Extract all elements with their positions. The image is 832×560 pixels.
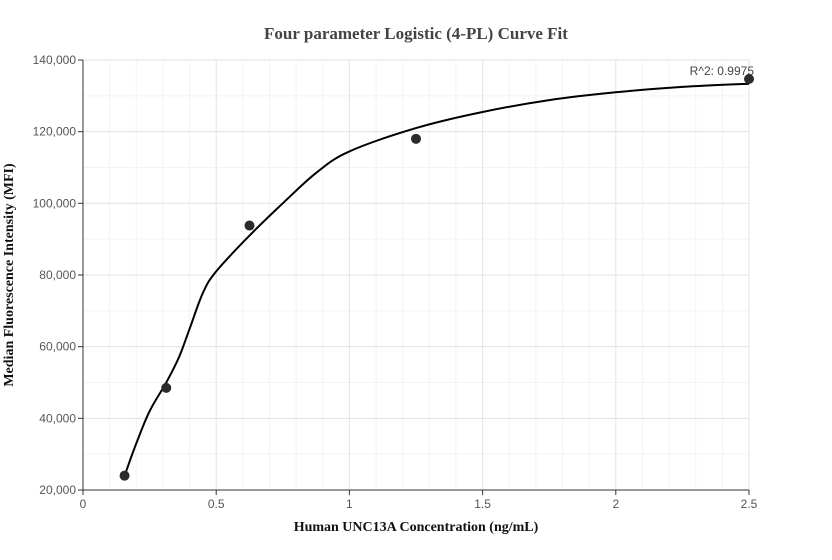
x-tick-label: 2.5: [741, 497, 758, 511]
y-tick-label: 80,000: [39, 268, 76, 282]
r-squared-annotation: R^2: 0.9975: [690, 64, 755, 78]
x-tick-label: 0.5: [208, 497, 225, 511]
fit-curve: [123, 82, 750, 477]
y-tick-label: 40,000: [39, 411, 76, 425]
data-point: [119, 470, 130, 481]
tick-labels: 0 0.5 1 1.5 2 2.5 20,000 40,000 60,000 80,000 100,…: [33, 53, 758, 511]
axes: [78, 59, 750, 495]
grid: [83, 59, 750, 490]
x-axis-title: Human UNC13A Concentration (ng/mL): [294, 520, 539, 535]
x-tick-label: 1: [346, 497, 353, 511]
y-tick-label: 20,000: [39, 483, 76, 497]
data-point: [411, 133, 421, 144]
data-point: [744, 73, 754, 84]
x-tick-label: 1.5: [474, 497, 491, 511]
x-tick-label: 0: [80, 497, 87, 511]
y-axis-title: Median Fluorescence Intensity (MFI): [2, 163, 17, 387]
data-point: [244, 220, 255, 231]
y-tick-label: 100,000: [33, 196, 77, 210]
y-tick-label: 140,000: [33, 53, 77, 67]
data-point: [161, 382, 172, 393]
y-tick-label: 60,000: [39, 340, 76, 354]
data-points: [119, 73, 754, 481]
y-tick-label: 120,000: [33, 125, 77, 139]
annotations: R^2: 0.9975: [690, 64, 755, 78]
x-tick-label: 2: [612, 497, 619, 511]
chart-title: Four parameter Logistic (4-PL) Curve Fit: [264, 24, 568, 43]
